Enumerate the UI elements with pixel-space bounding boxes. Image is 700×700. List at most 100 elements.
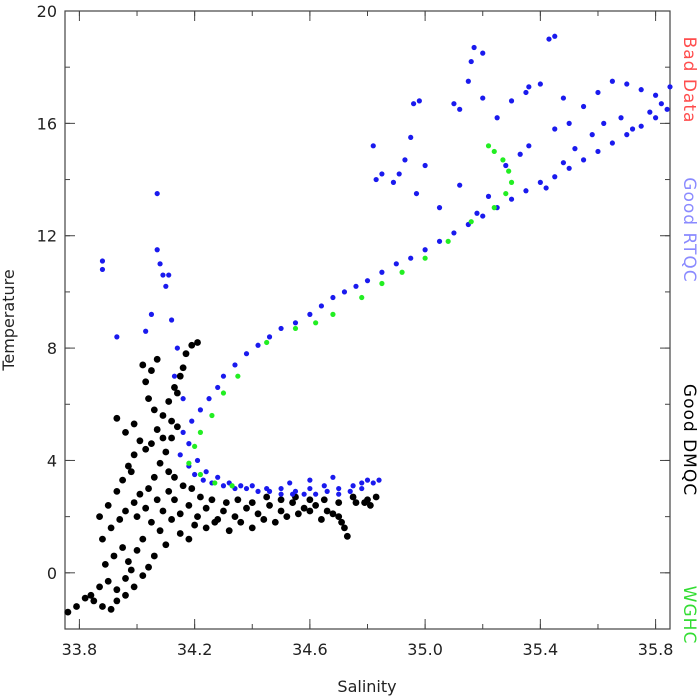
data-point bbox=[312, 502, 320, 509]
data-point bbox=[283, 513, 291, 521]
data-point bbox=[330, 294, 336, 301]
data-point bbox=[243, 351, 250, 357]
data-point bbox=[234, 496, 242, 504]
data-point bbox=[176, 530, 184, 537]
data-point bbox=[552, 126, 558, 132]
data-point bbox=[306, 496, 314, 504]
data-point bbox=[638, 123, 644, 129]
data-point bbox=[197, 493, 204, 501]
data-point bbox=[336, 485, 342, 492]
data-point bbox=[165, 468, 173, 476]
data-point bbox=[517, 151, 523, 157]
data-point bbox=[373, 176, 379, 183]
data-point bbox=[215, 474, 221, 480]
data-point bbox=[526, 84, 532, 90]
data-point bbox=[113, 414, 121, 422]
data-point bbox=[232, 362, 238, 368]
data-point bbox=[266, 502, 273, 509]
data-point bbox=[379, 280, 385, 287]
data-point bbox=[243, 485, 250, 492]
data-point bbox=[480, 213, 486, 219]
data-point bbox=[580, 103, 587, 110]
data-point bbox=[127, 468, 135, 476]
data-point bbox=[159, 412, 167, 419]
data-point bbox=[307, 477, 313, 483]
data-point bbox=[156, 459, 164, 467]
data-point bbox=[546, 36, 552, 42]
data-point bbox=[255, 342, 261, 348]
data-point bbox=[508, 98, 515, 104]
data-point bbox=[186, 441, 192, 447]
data-point bbox=[171, 473, 178, 481]
data-point bbox=[255, 488, 261, 494]
data-point bbox=[153, 496, 161, 504]
data-point bbox=[99, 603, 106, 610]
data-point bbox=[260, 516, 268, 523]
data-point bbox=[361, 499, 369, 506]
data-point bbox=[396, 171, 402, 177]
data-point bbox=[379, 171, 385, 177]
data-point bbox=[523, 188, 529, 194]
data-point bbox=[552, 33, 558, 39]
data-point bbox=[341, 289, 348, 295]
data-point bbox=[189, 418, 195, 424]
data-point bbox=[179, 482, 187, 490]
data-point bbox=[114, 334, 120, 340]
data-point bbox=[222, 499, 230, 506]
data-point bbox=[523, 89, 529, 96]
data-point bbox=[422, 255, 428, 261]
data-point bbox=[73, 603, 80, 610]
data-point bbox=[624, 81, 630, 87]
data-point bbox=[202, 524, 210, 532]
data-point bbox=[87, 591, 95, 599]
data-point bbox=[494, 115, 500, 121]
data-point bbox=[160, 272, 166, 278]
data-point bbox=[289, 499, 296, 506]
data-point bbox=[330, 474, 336, 480]
data-point bbox=[148, 367, 155, 374]
data-point bbox=[188, 341, 196, 349]
data-point bbox=[139, 572, 147, 580]
data-point bbox=[341, 524, 348, 532]
x-tick-label: 35.8 bbox=[638, 640, 674, 659]
data-point bbox=[278, 491, 284, 497]
x-tick-label: 35.0 bbox=[407, 640, 443, 659]
data-point bbox=[212, 480, 218, 486]
data-point bbox=[197, 471, 204, 478]
data-point bbox=[107, 524, 115, 532]
data-point bbox=[225, 527, 233, 535]
data-point bbox=[422, 247, 428, 253]
data-point bbox=[194, 457, 201, 464]
data-point bbox=[208, 496, 216, 504]
y-tick-label: 0 bbox=[47, 564, 57, 583]
data-point bbox=[508, 179, 515, 185]
data-point bbox=[618, 115, 624, 121]
series-good-dmqc bbox=[64, 339, 380, 616]
data-point bbox=[408, 134, 414, 141]
data-point bbox=[142, 445, 150, 453]
data-point bbox=[143, 328, 149, 334]
data-point bbox=[145, 395, 152, 403]
plot-area bbox=[64, 10, 671, 630]
data-point bbox=[572, 146, 578, 152]
data-point bbox=[176, 372, 184, 380]
data-point bbox=[248, 524, 256, 532]
data-point bbox=[349, 493, 357, 501]
data-point bbox=[171, 496, 178, 504]
data-point bbox=[254, 510, 262, 518]
data-point bbox=[638, 87, 644, 93]
data-point bbox=[119, 544, 127, 551]
data-point bbox=[292, 320, 299, 326]
data-point bbox=[249, 483, 255, 489]
data-point bbox=[402, 157, 408, 163]
data-point bbox=[153, 355, 161, 363]
data-point bbox=[186, 460, 192, 466]
y-tick-label: 8 bbox=[47, 339, 57, 358]
data-point bbox=[113, 586, 121, 594]
data-point bbox=[491, 205, 497, 211]
data-point bbox=[148, 440, 155, 447]
data-point bbox=[173, 389, 181, 397]
data-point bbox=[451, 230, 457, 236]
data-point bbox=[238, 483, 244, 489]
data-point bbox=[168, 434, 175, 442]
